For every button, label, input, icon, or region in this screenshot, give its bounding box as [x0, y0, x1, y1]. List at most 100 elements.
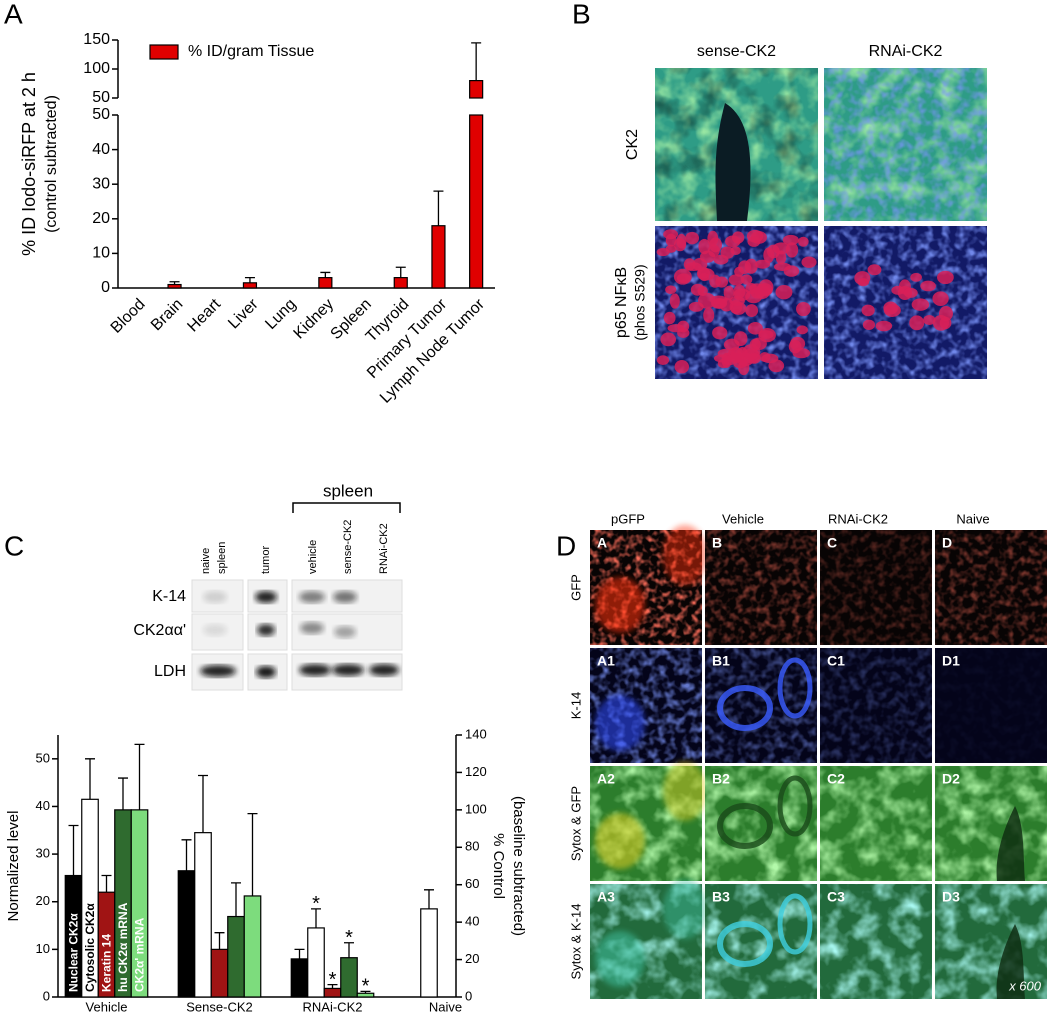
bar — [210, 948, 229, 998]
stained-cell — [775, 250, 787, 265]
error-bar — [198, 774, 208, 833]
y-tick-label: 50 — [36, 750, 50, 765]
cell-cluster — [663, 879, 707, 939]
blot-band — [300, 622, 324, 634]
y2-axis-label: % Control — [490, 833, 507, 899]
y-tick-label: 40 — [36, 798, 50, 813]
y-tick-label: 20 — [36, 893, 50, 908]
series-label: Nuclear CK2α — [67, 913, 81, 992]
cell-label: D3 — [942, 889, 960, 905]
error-bar — [433, 190, 444, 226]
tissue-gap — [996, 924, 1025, 999]
blot-band — [332, 664, 364, 676]
y2-tick-label: 60 — [465, 876, 479, 891]
error-bar — [247, 812, 258, 896]
row-label: Sytox & K-14 — [568, 904, 583, 980]
stained-cell — [910, 272, 922, 282]
stained-cell — [763, 247, 775, 263]
blot-band — [255, 591, 277, 603]
stained-cell — [747, 322, 763, 335]
stained-cell — [676, 273, 691, 284]
stained-cell — [723, 285, 735, 300]
micrograph-texture — [705, 530, 817, 645]
x-tick-label: Sense-CK2 — [186, 999, 252, 1014]
panel-letter: C — [4, 530, 24, 561]
stained-cell — [663, 311, 676, 325]
series-label: hu CK2α mRNA — [116, 902, 130, 992]
tissue-gap — [996, 806, 1025, 881]
cell-label: B — [712, 535, 722, 551]
gland-ring — [777, 893, 813, 955]
row-sublabel: (phos S529) — [632, 264, 648, 340]
bar — [167, 283, 182, 289]
column-label: pGFP — [611, 511, 645, 526]
stained-cell — [875, 320, 893, 332]
error-bar — [85, 758, 95, 800]
y-axis-sublabel: (control subtracted) — [43, 95, 60, 233]
y-tick-label: 0 — [43, 988, 50, 1003]
micrograph-texture — [820, 766, 932, 881]
cell-cluster — [595, 695, 645, 751]
stained-cell — [709, 237, 722, 253]
bar — [420, 908, 438, 998]
blot-row-label: LDH — [154, 663, 186, 680]
bar-upper — [469, 79, 484, 99]
x-tick-label: Naive — [429, 999, 462, 1014]
y-tick-label: 150 — [83, 31, 110, 48]
error-bar — [134, 743, 145, 810]
stained-cell — [772, 242, 790, 255]
bar — [290, 958, 309, 998]
stained-cell — [727, 347, 745, 364]
bar — [194, 832, 212, 998]
gland-ring — [777, 775, 813, 837]
blot-band — [333, 591, 357, 603]
cell-label: A — [597, 535, 607, 551]
micrograph-texture — [935, 530, 1047, 645]
stained-cell — [728, 274, 745, 286]
bar — [431, 225, 446, 289]
cell-label: C — [827, 535, 837, 551]
stained-cell — [713, 254, 729, 265]
y2-axis-sublabel: (baseline subtracted) — [510, 796, 527, 936]
y-axis-label: Normalized level — [5, 811, 22, 922]
y-tick-label: 50 — [92, 89, 110, 106]
micrograph-texture — [824, 68, 987, 221]
cell-label: A3 — [597, 889, 615, 905]
bar — [227, 915, 245, 998]
y-tick-label: 10 — [92, 245, 110, 262]
stained-cell — [676, 233, 687, 249]
blot-band — [334, 626, 356, 638]
stained-cell — [660, 332, 677, 347]
stained-cell — [674, 359, 690, 374]
blot-band — [299, 591, 325, 603]
x-tick-label: Brain — [148, 296, 186, 334]
bar — [318, 277, 333, 289]
gland-ring — [717, 685, 773, 731]
cell-cluster — [595, 813, 645, 869]
blot-band — [203, 591, 227, 603]
significance-marker: * — [329, 969, 337, 991]
error-bar — [471, 42, 482, 81]
error-bar — [101, 874, 112, 893]
stained-cell — [862, 319, 876, 331]
stained-cell — [656, 355, 670, 365]
gland-ring — [717, 803, 773, 849]
micrograph-texture — [935, 884, 1047, 999]
y2-tick-label: 80 — [465, 839, 479, 854]
column-label: Naive — [956, 511, 989, 526]
column-label: sense-CK2 — [697, 43, 776, 60]
legend-swatch — [149, 44, 179, 60]
bar — [393, 277, 408, 289]
stained-cell — [713, 354, 731, 363]
significance-marker: * — [312, 893, 320, 915]
magnification: x 600 — [1008, 978, 1042, 993]
lane-label: sense-CK2 — [342, 520, 354, 574]
micrograph-texture — [824, 226, 987, 379]
series-label: Keratin 14 — [100, 934, 114, 992]
stained-cell — [746, 229, 764, 243]
stained-cell — [920, 280, 936, 292]
stained-cell — [709, 274, 721, 288]
stained-cell — [903, 287, 918, 298]
column-label: RNAi-CK2 — [828, 511, 888, 526]
y2-tick-label: 100 — [465, 801, 487, 816]
